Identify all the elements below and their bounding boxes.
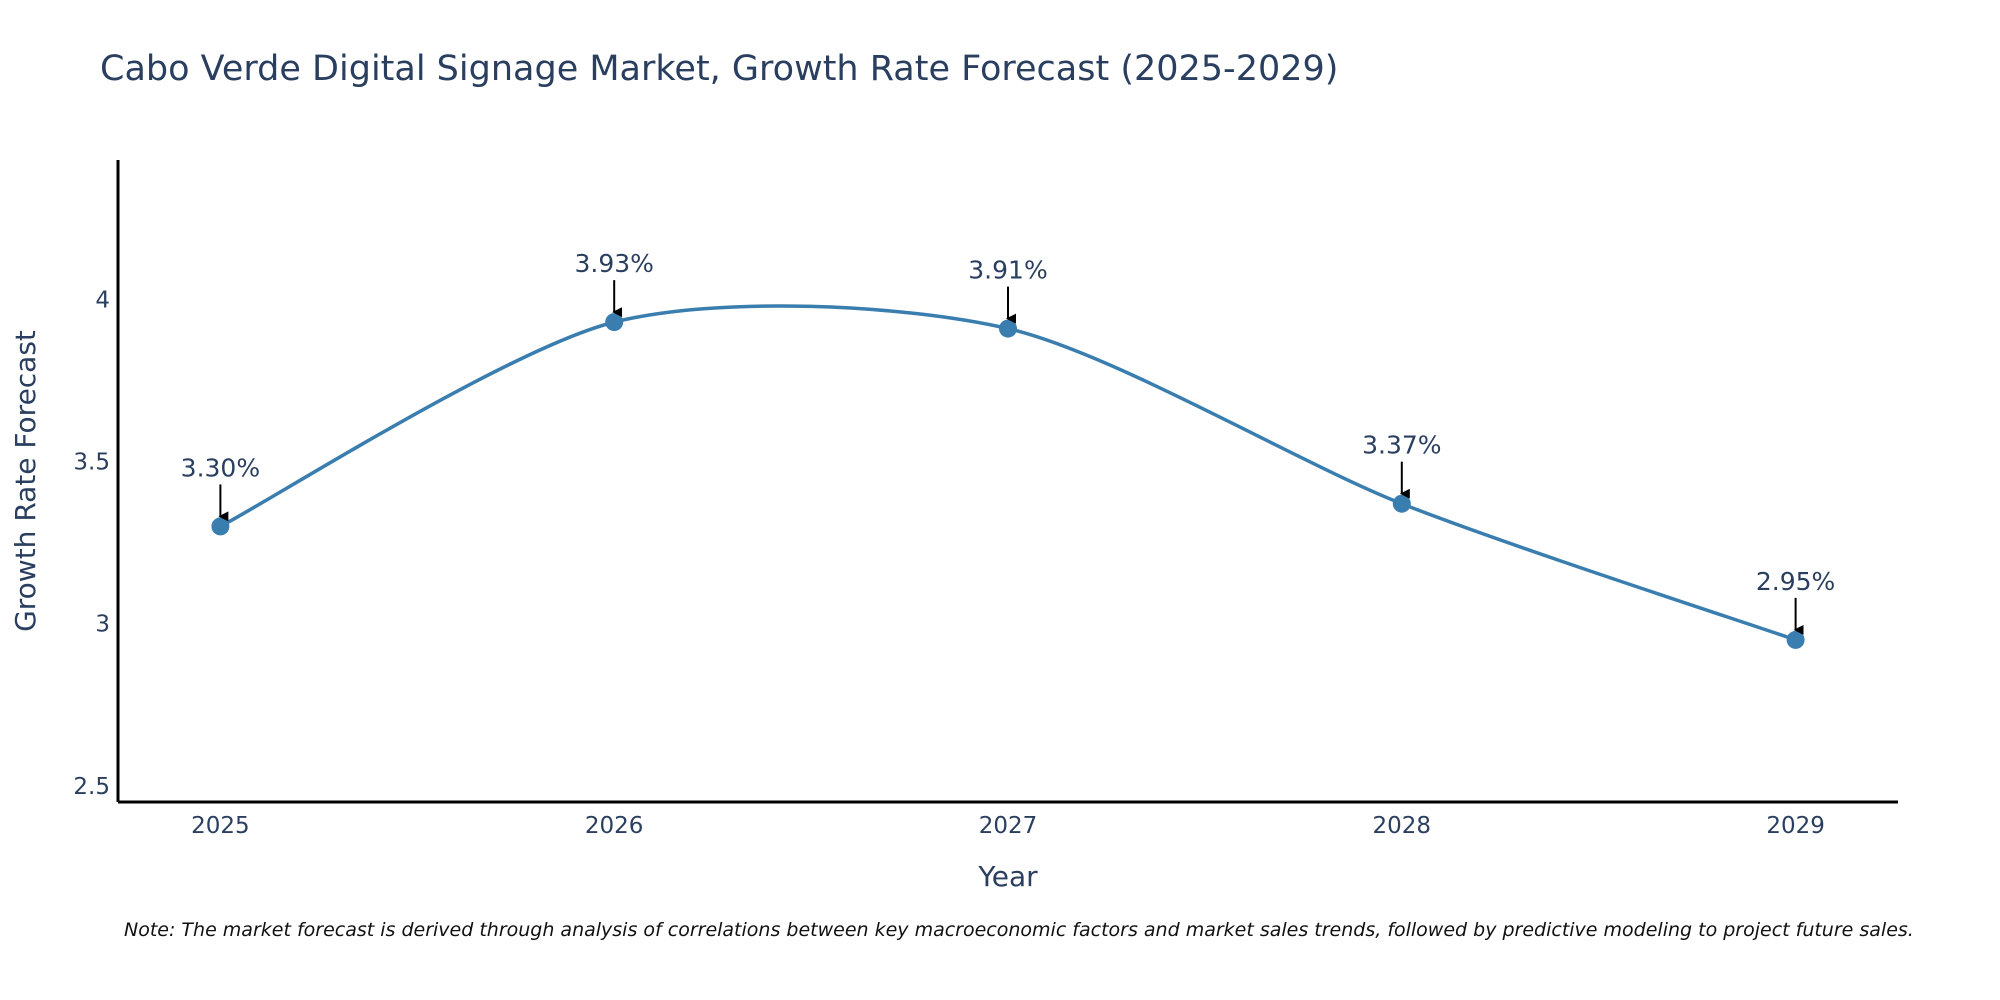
data-label: 3.93% — [574, 249, 653, 278]
y-axis-ticks: 2.5 3 3.5 4 — [73, 287, 110, 799]
data-annotations: 3.30% 3.93% 3.91% 3.37% 2.95% — [181, 249, 1835, 635]
y-tick-label: 4 — [95, 287, 110, 313]
chart-title: Cabo Verde Digital Signage Market, Growt… — [100, 49, 1338, 89]
x-tick-label: 2026 — [585, 813, 644, 839]
y-tick-label: 3 — [95, 612, 110, 638]
data-label: 3.91% — [968, 256, 1047, 285]
data-point — [1392, 494, 1411, 513]
series-line — [219, 304, 1797, 642]
data-label: 3.30% — [181, 453, 260, 482]
data-point — [211, 517, 230, 536]
data-point — [999, 319, 1017, 338]
y-tick-label: 2.5 — [73, 774, 110, 800]
y-axis-title: Growth Rate Forecast — [9, 330, 42, 632]
x-axis-ticks: 2025 2026 2027 2028 2029 — [191, 813, 1825, 839]
x-tick-label: 2028 — [1373, 813, 1432, 839]
x-axis-title: Year — [977, 860, 1038, 893]
data-label: 3.37% — [1362, 431, 1441, 460]
series-markers — [211, 313, 1805, 649]
x-tick-label: 2027 — [979, 813, 1038, 839]
data-label: 2.95% — [1756, 567, 1835, 596]
y-tick-label: 3.5 — [73, 450, 110, 476]
footnote: Note: The market forecast is derived thr… — [124, 919, 1914, 941]
x-tick-label: 2029 — [1766, 813, 1825, 839]
x-tick-label: 2025 — [191, 813, 250, 839]
data-point — [1786, 630, 1805, 649]
data-point — [605, 313, 624, 332]
